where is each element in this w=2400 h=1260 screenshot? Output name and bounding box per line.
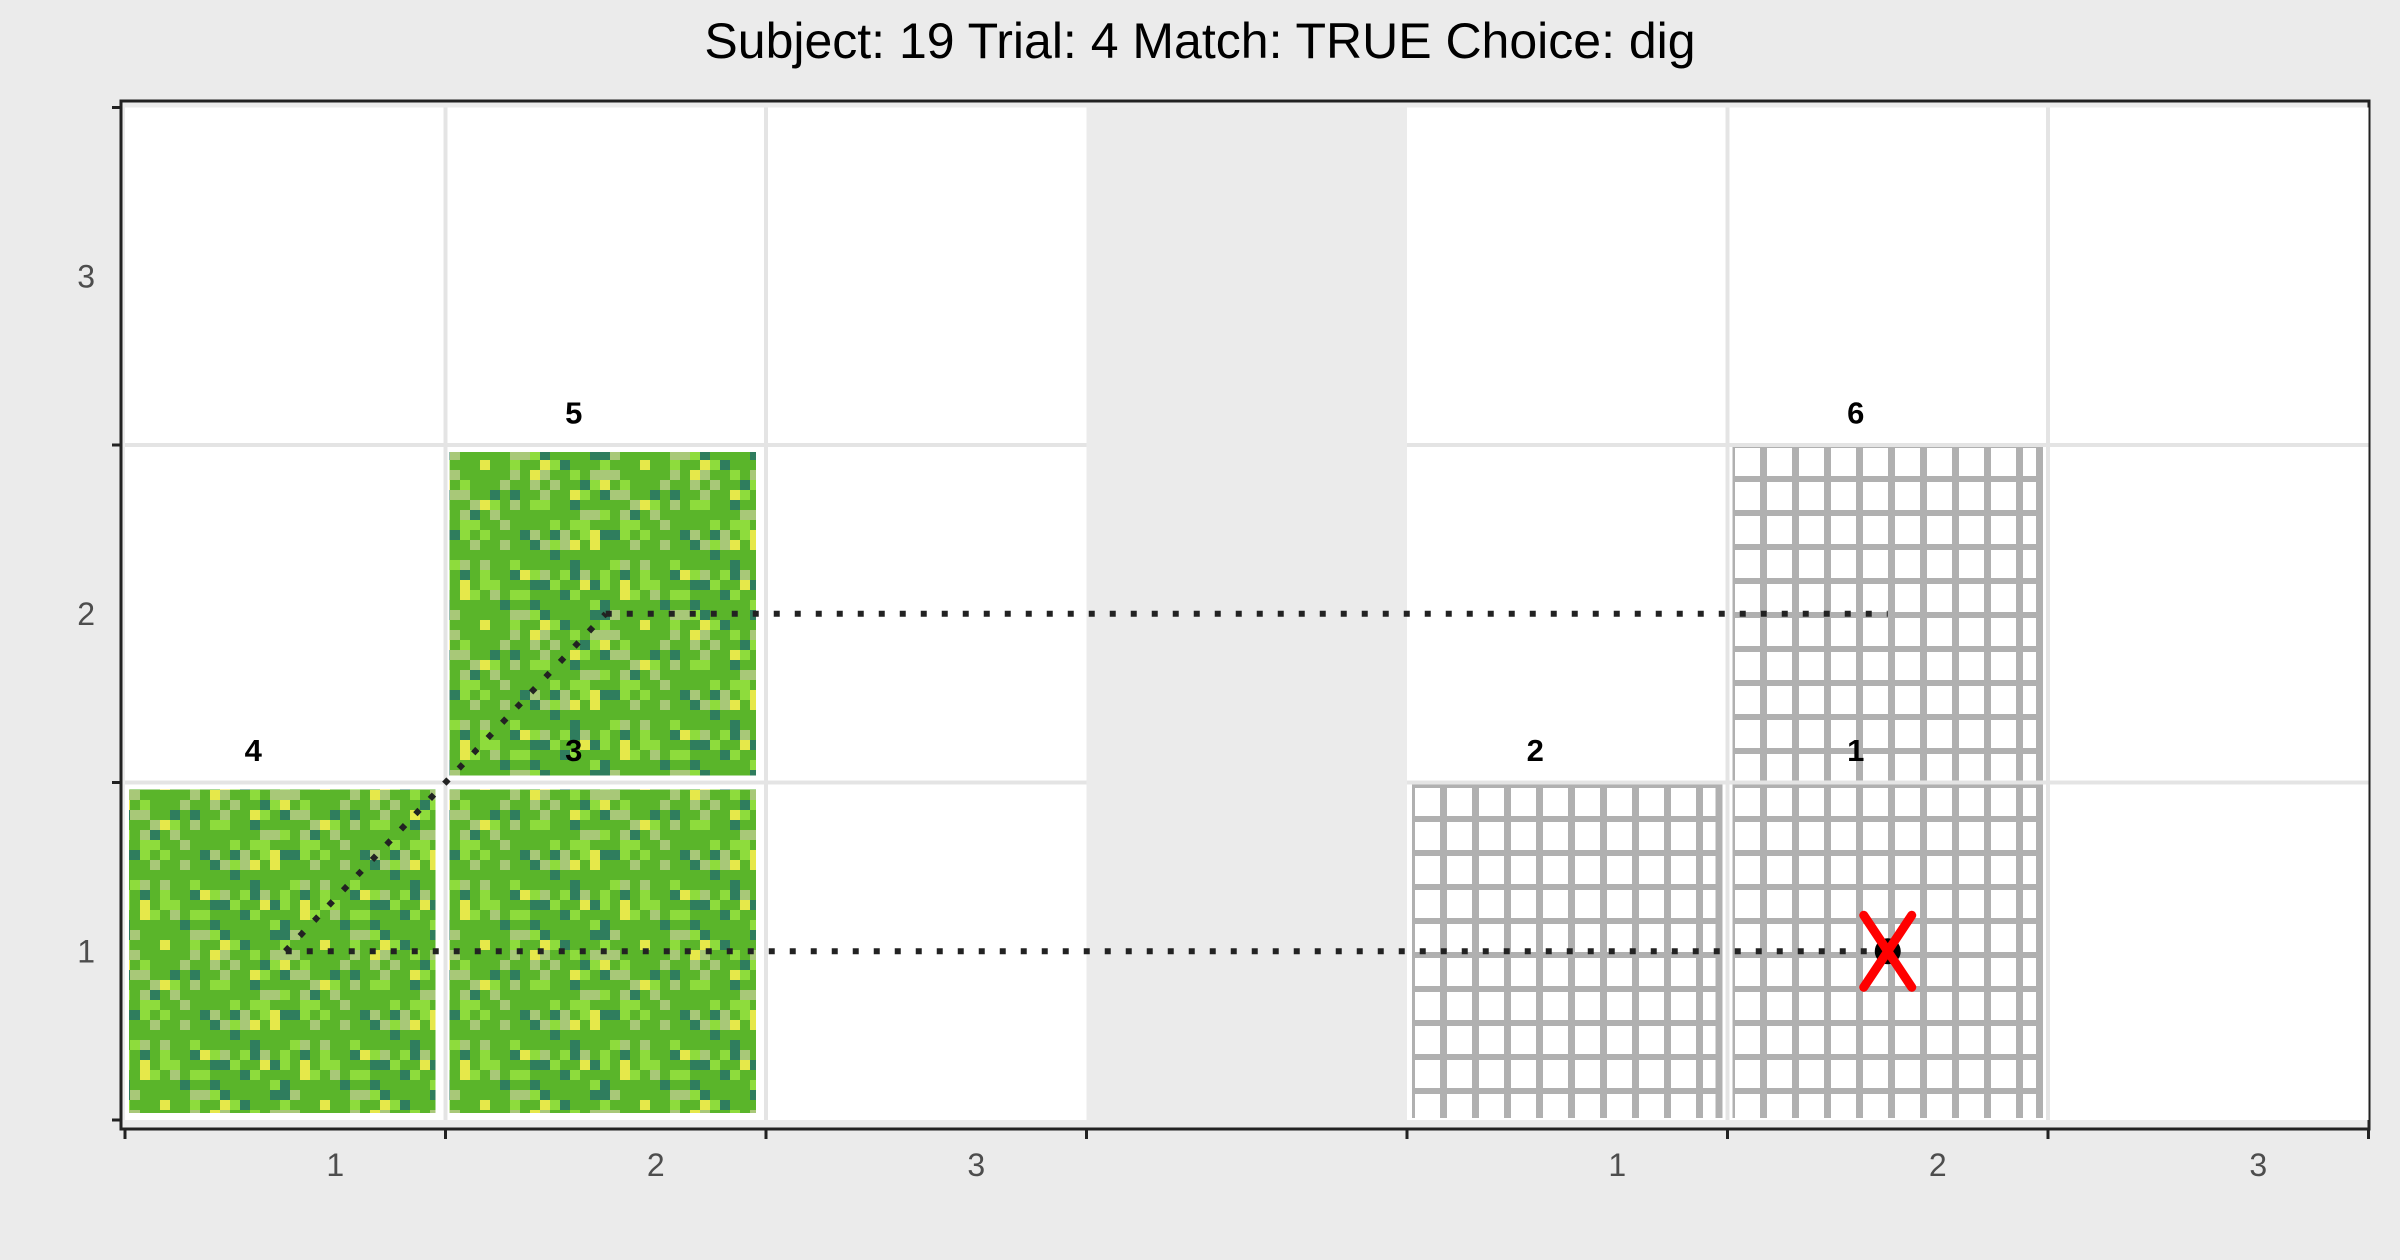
x-tick-label-right-2: 2 bbox=[1929, 1147, 1947, 1183]
cell-label-5: 5 bbox=[565, 395, 582, 430]
y-tick-label-3: 3 bbox=[77, 258, 95, 294]
cell-label-3: 3 bbox=[565, 733, 582, 768]
x-tick-label-left-3: 3 bbox=[967, 1147, 985, 1183]
cell-label-2: 2 bbox=[1527, 733, 1544, 768]
panel-area: 1 2 3 4 5 6 1 2 3 1 2 3 1 2 3 bbox=[77, 99, 2371, 1183]
x-tick-label-left-1: 1 bbox=[326, 1147, 344, 1183]
grass-tile bbox=[129, 789, 436, 1113]
fence-edge bbox=[2036, 784, 2043, 1118]
cell-label-4: 4 bbox=[245, 733, 263, 768]
y-tick-label-1: 1 bbox=[77, 933, 95, 969]
cell-label-6: 6 bbox=[1847, 395, 1864, 430]
diagonal-path bbox=[283, 611, 608, 954]
x-tick-label-left-2: 2 bbox=[647, 1147, 665, 1183]
chart-title: Subject: 19 Trial: 4 Match: TRUE Choice:… bbox=[704, 13, 1695, 69]
x-tick-label-right-1: 1 bbox=[1608, 1147, 1626, 1183]
dig-marker-stroke-2 bbox=[1859, 910, 1917, 992]
dig-marker bbox=[1859, 910, 1917, 992]
cell-label-1: 1 bbox=[1847, 733, 1864, 768]
x-tick-label-right-3: 3 bbox=[2249, 1147, 2267, 1183]
y-tick-label-2: 2 bbox=[77, 596, 95, 632]
fence-edge bbox=[2036, 447, 2043, 781]
